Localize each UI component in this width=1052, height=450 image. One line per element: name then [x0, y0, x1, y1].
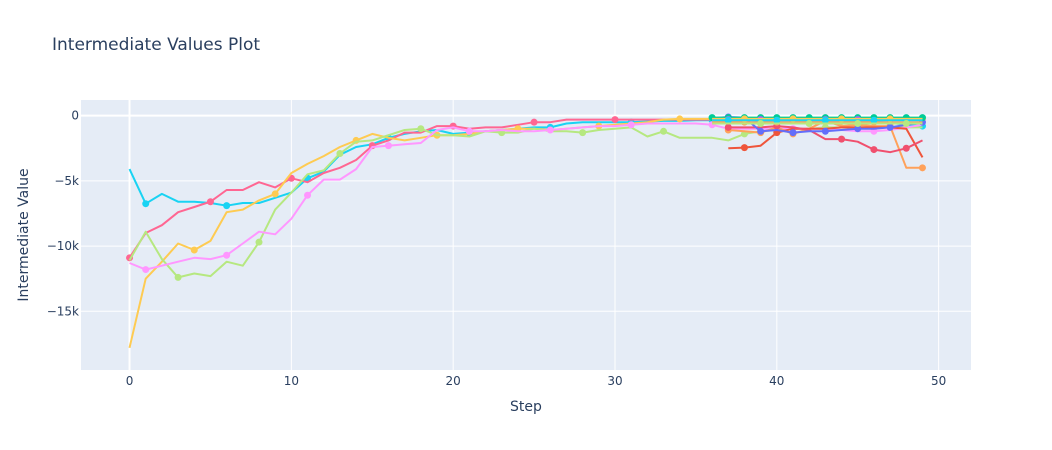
series-point[interactable]	[724, 116, 732, 124]
series-point[interactable]	[757, 127, 765, 135]
series-point[interactable]	[142, 200, 150, 208]
series-point[interactable]	[611, 116, 619, 124]
x-tick-label: 30	[607, 374, 622, 388]
series-point[interactable]	[142, 266, 150, 274]
x-tick-label: 10	[284, 374, 299, 388]
series-point[interactable]	[465, 127, 473, 135]
series-point[interactable]	[579, 129, 587, 137]
y-tick-label: −5k	[54, 174, 79, 188]
chart-title: Intermediate Values Plot	[52, 35, 260, 55]
series-point[interactable]	[530, 118, 538, 126]
series-point[interactable]	[740, 115, 748, 123]
x-tick-label: 0	[126, 374, 134, 388]
series-point[interactable]	[255, 238, 263, 246]
series-line	[728, 125, 923, 154]
series-point[interactable]	[304, 191, 312, 199]
tick-labels: 0 10 20 30 40 50 0 −5k −10k −15k	[47, 109, 947, 388]
series-point[interactable]	[223, 251, 231, 259]
series-point[interactable]	[417, 125, 425, 133]
series-point[interactable]	[902, 119, 910, 127]
series-point[interactable]	[190, 246, 198, 254]
series-point[interactable]	[627, 121, 635, 129]
y-axis-label: Intermediate Value	[16, 168, 32, 301]
y-tick-label: 0	[71, 109, 79, 123]
series-point[interactable]	[789, 115, 797, 123]
series-point[interactable]	[902, 144, 910, 152]
series-point[interactable]	[870, 146, 878, 154]
series-point[interactable]	[546, 126, 554, 134]
x-tick-label: 40	[769, 374, 784, 388]
series-point[interactable]	[271, 190, 279, 198]
series-point[interactable]	[757, 119, 765, 127]
series-point[interactable]	[223, 202, 231, 210]
series-point[interactable]	[838, 115, 846, 123]
series-point[interactable]	[886, 115, 894, 123]
series-point[interactable]	[870, 116, 878, 124]
series-point[interactable]	[821, 116, 829, 124]
x-tick-label: 50	[931, 374, 946, 388]
series-point[interactable]	[886, 123, 894, 131]
series-point[interactable]	[174, 273, 182, 281]
y-tick-label: −10k	[47, 239, 79, 253]
series-point[interactable]	[336, 149, 344, 157]
trial-series	[712, 119, 923, 127]
series-point[interactable]	[740, 144, 748, 152]
series-point[interactable]	[838, 135, 846, 143]
series-point[interactable]	[821, 127, 829, 135]
trial-series	[712, 116, 923, 124]
series-point[interactable]	[854, 125, 862, 133]
series-point[interactable]	[918, 164, 926, 172]
x-tick-label: 20	[446, 374, 461, 388]
series-point[interactable]	[789, 129, 797, 137]
series-point[interactable]	[384, 142, 392, 150]
series-point[interactable]	[854, 119, 862, 127]
series-point[interactable]	[676, 115, 684, 123]
series-point[interactable]	[773, 116, 781, 124]
series-point[interactable]	[805, 119, 813, 127]
series-point[interactable]	[206, 198, 214, 206]
series-group	[126, 113, 926, 349]
plot-background	[81, 100, 971, 370]
series-point[interactable]	[660, 127, 668, 135]
x-axis-label: Step	[510, 399, 542, 415]
y-tick-label: −15k	[47, 304, 79, 318]
series-point[interactable]	[724, 123, 732, 131]
